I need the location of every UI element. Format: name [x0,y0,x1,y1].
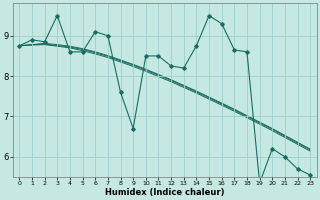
X-axis label: Humidex (Indice chaleur): Humidex (Indice chaleur) [105,188,225,197]
